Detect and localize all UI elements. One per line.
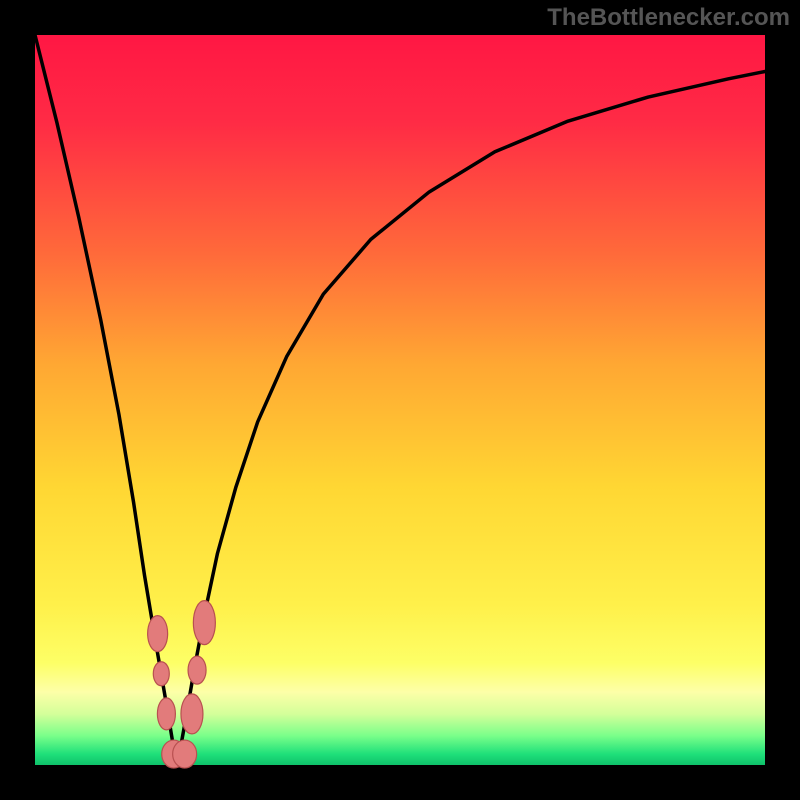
plot-area [35,35,765,765]
marker-point [153,662,169,686]
watermark-text: TheBottlenecker.com [547,4,790,32]
marker-point [193,601,215,645]
marker-point [188,656,206,684]
marker-point [148,616,168,652]
bottleneck-chart [0,0,800,800]
marker-point [157,698,175,730]
chart-container: TheBottlenecker.com [0,0,800,800]
marker-point [173,740,197,768]
marker-point [181,694,203,734]
